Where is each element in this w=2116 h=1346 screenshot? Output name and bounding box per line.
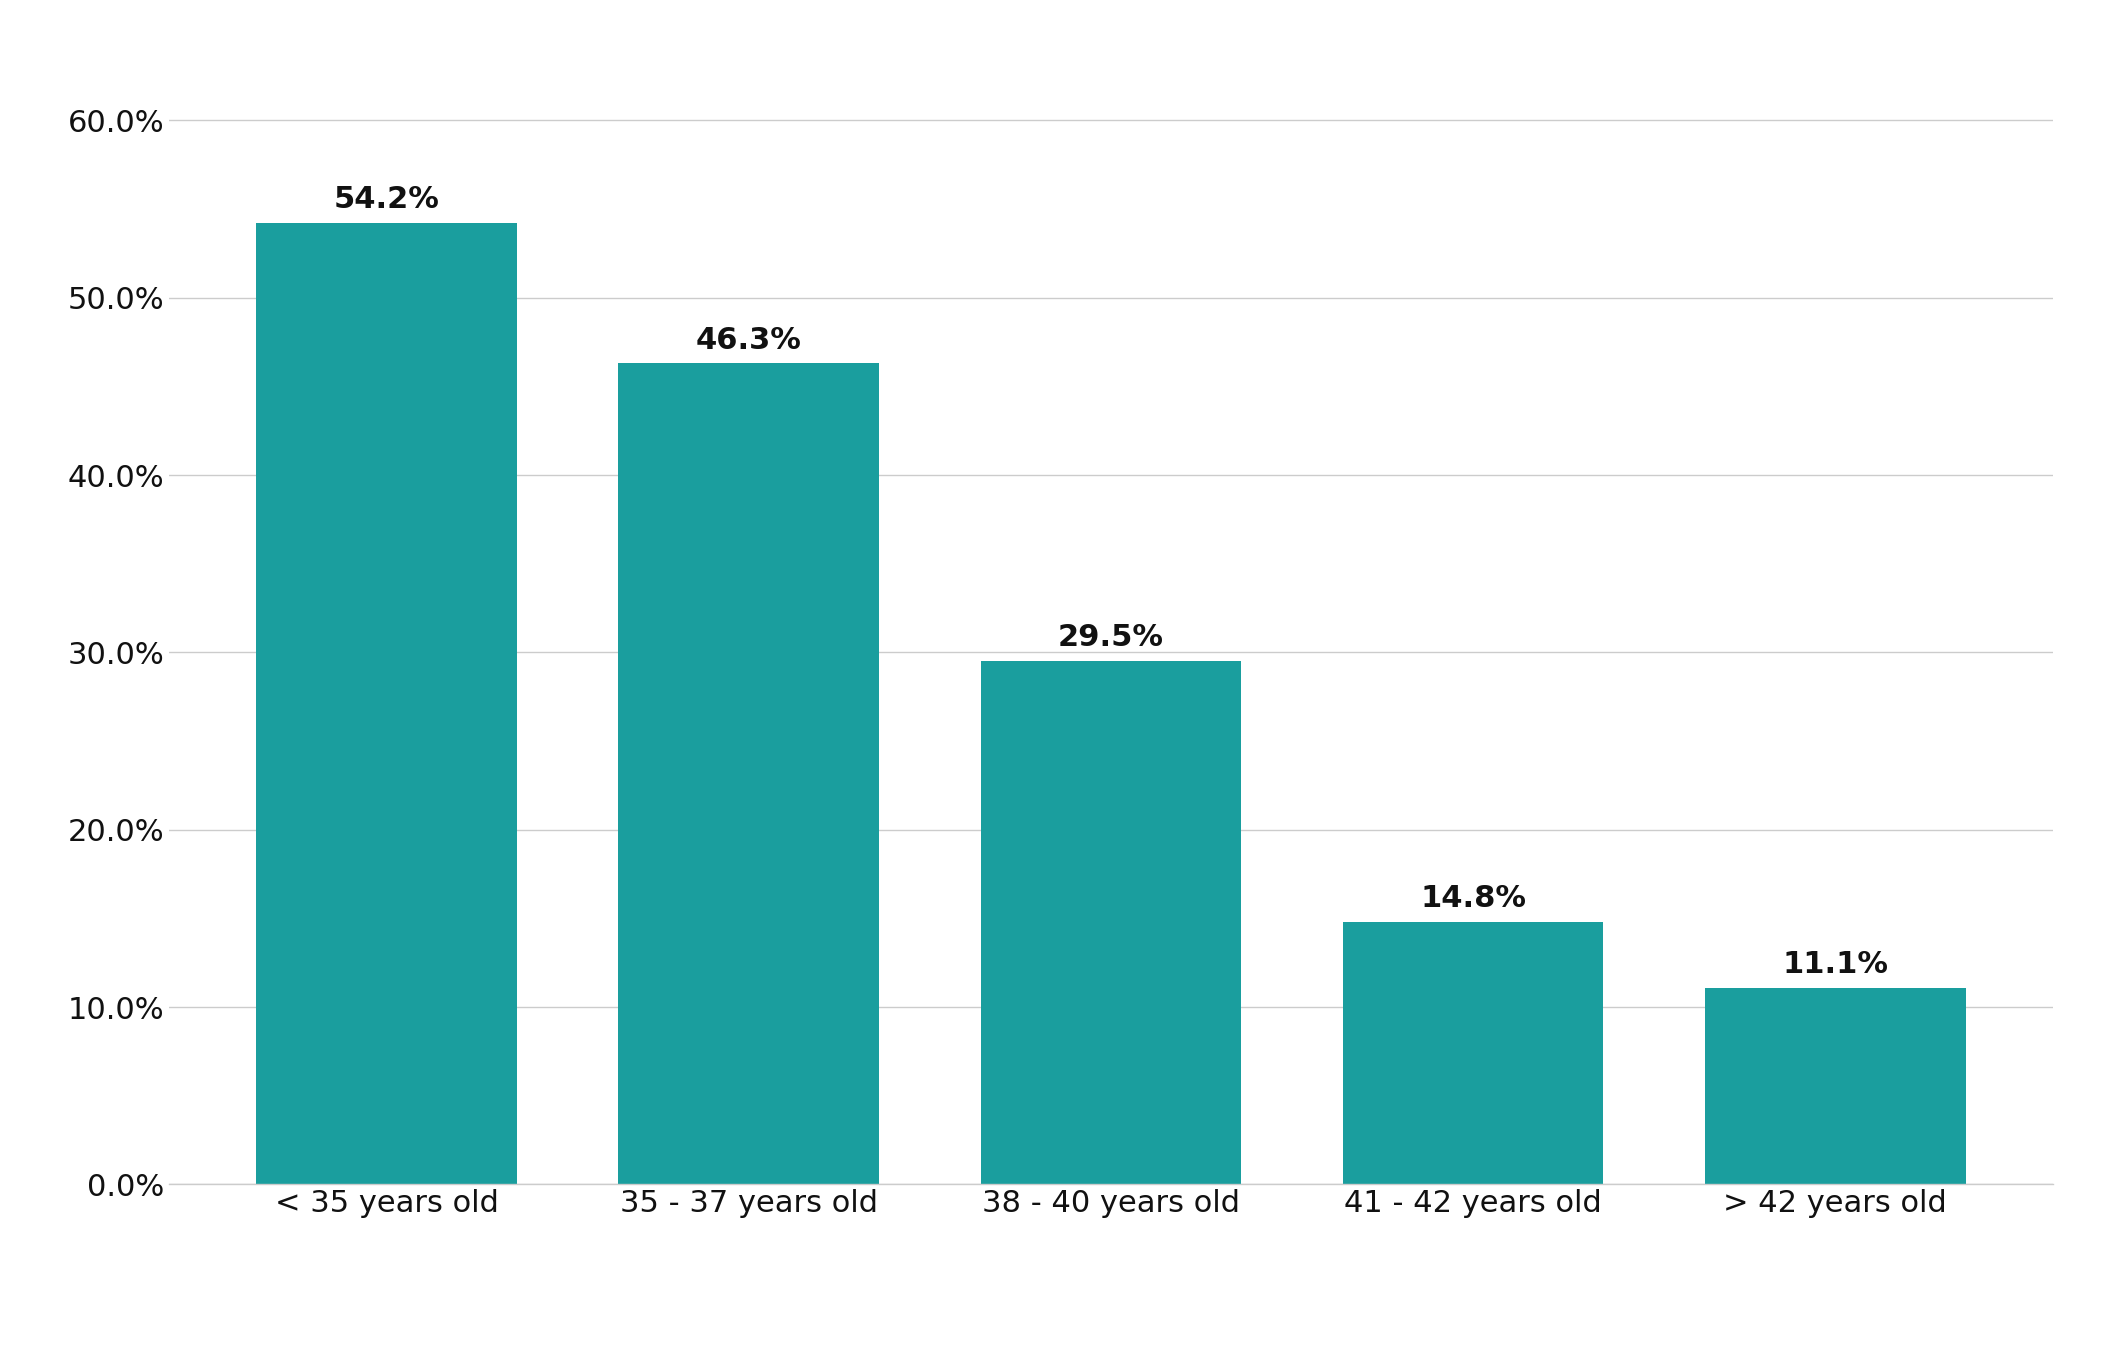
Text: 54.2%: 54.2% [334, 186, 440, 214]
Text: 46.3%: 46.3% [696, 326, 802, 354]
Bar [1705, 988, 1966, 1184]
Bar [1344, 922, 1604, 1184]
Bar [256, 223, 516, 1184]
Bar [980, 661, 1242, 1184]
Text: 11.1%: 11.1% [1782, 950, 1887, 979]
Bar [618, 363, 878, 1184]
Text: 14.8%: 14.8% [1420, 884, 1526, 913]
Text: 29.5%: 29.5% [1058, 623, 1164, 653]
